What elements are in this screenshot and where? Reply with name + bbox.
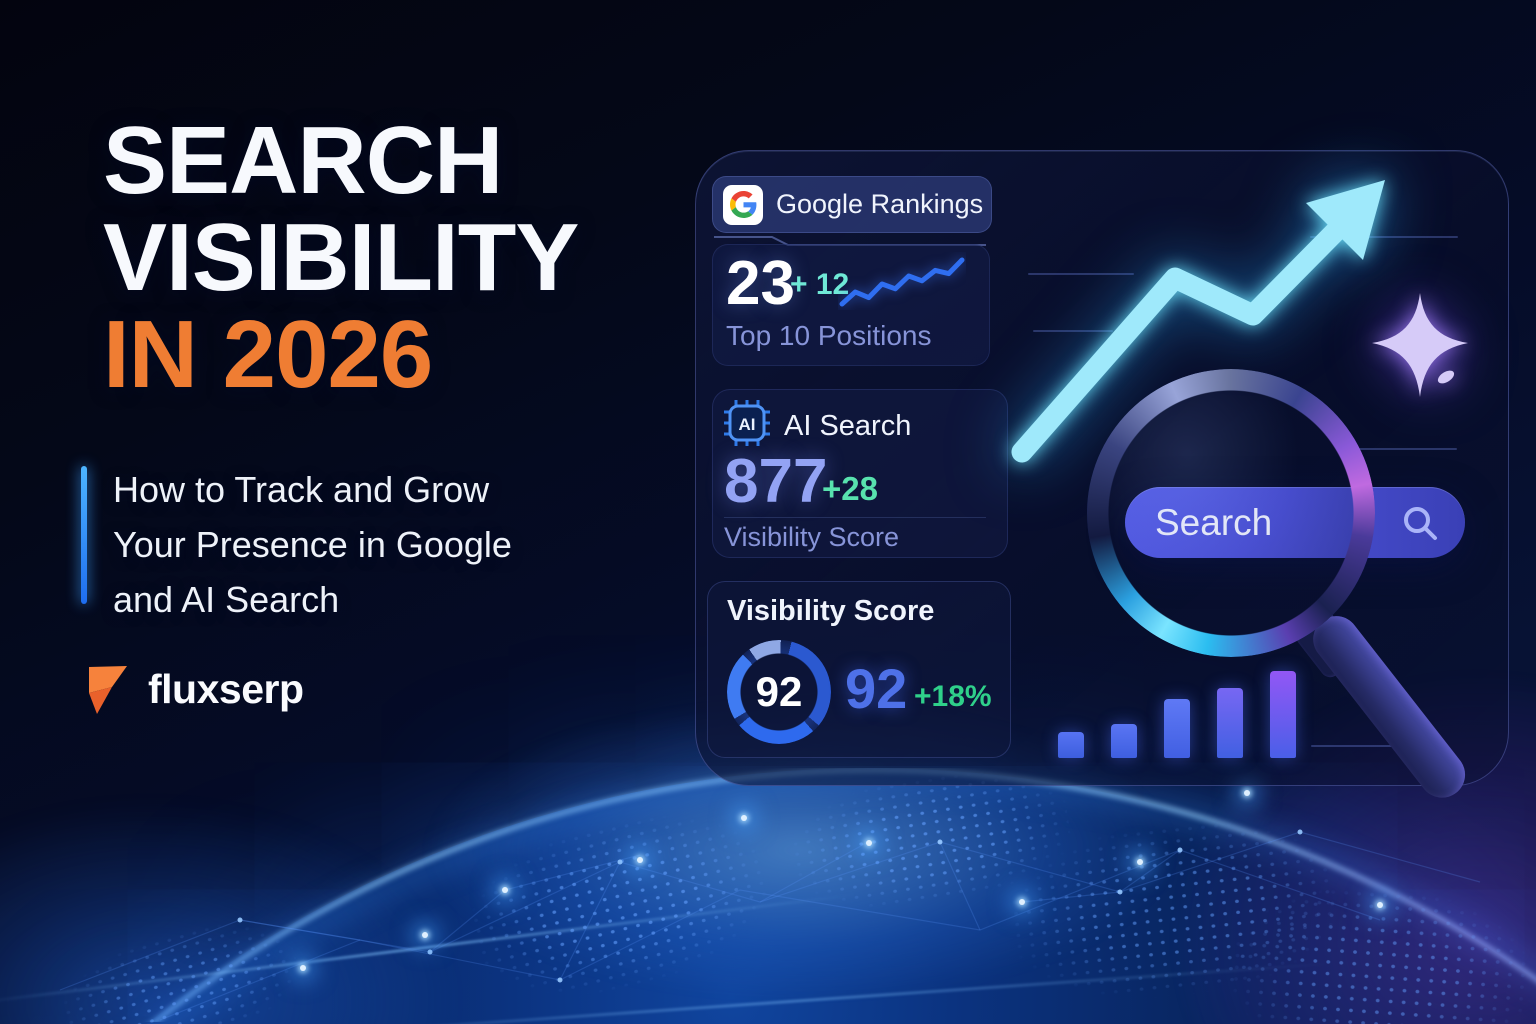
network-lines xyxy=(59,829,1481,1021)
google-card-title: Google Rankings xyxy=(776,189,984,219)
google-rank-value: 23 xyxy=(726,249,795,318)
ai-card-label: Visibility Score xyxy=(724,522,900,552)
gridline xyxy=(1357,448,1457,450)
brand-name: fluxserp xyxy=(148,665,304,712)
glow-node xyxy=(1019,899,1025,905)
trend-arrow xyxy=(1011,180,1385,463)
page-title: SEARCH VISIBILITY IN 2026 xyxy=(103,107,579,408)
title-line-2: VISIBILITY xyxy=(103,204,579,311)
bar-chart-bar xyxy=(1270,671,1296,758)
subtitle-line: How to Track and Grow xyxy=(113,469,490,510)
bar-chart xyxy=(1058,668,1328,758)
gridline xyxy=(1310,236,1458,238)
ai-search-value: 877 xyxy=(724,447,828,516)
svg-text:AI: AI xyxy=(739,415,756,434)
gridline xyxy=(1311,745,1429,747)
title-line-1: SEARCH xyxy=(103,107,503,214)
ai-chip-icon: AI xyxy=(724,400,770,446)
glow-node xyxy=(1377,902,1383,908)
bar-chart-bar xyxy=(1164,699,1190,758)
ai-search-delta: +28 xyxy=(822,470,878,507)
card-divider xyxy=(724,517,986,518)
glow-node xyxy=(1244,790,1250,796)
google-g-icon xyxy=(723,184,763,225)
subtitle-accent-bar xyxy=(81,466,87,604)
google-card-label: Top 10 Positions xyxy=(726,320,932,351)
glow-node xyxy=(741,815,747,821)
subtitle-line: and AI Search xyxy=(113,579,340,620)
visibility-card-title: Visibility Score xyxy=(727,595,935,627)
glow-node xyxy=(502,887,508,893)
glow-node xyxy=(637,857,643,863)
glow-node xyxy=(422,932,428,938)
google-rankings-stats-card xyxy=(712,244,990,366)
sparkline-chart xyxy=(839,257,965,307)
ring-gauge xyxy=(727,640,831,744)
ai-card-title: AI Search xyxy=(784,410,912,442)
title-accent: IN 2026 xyxy=(103,301,433,408)
glow-node xyxy=(866,840,872,846)
visibility-delta: +18% xyxy=(914,680,992,713)
gridline xyxy=(1033,330,1113,332)
gridline xyxy=(1028,273,1134,275)
bar-chart-bar xyxy=(1058,732,1084,758)
visibility-value: 92 xyxy=(845,657,908,720)
bar-chart-bar xyxy=(1111,724,1137,758)
subtitle: How to Track and Grow Your Presence in G… xyxy=(113,462,633,627)
search-icon[interactable] xyxy=(1401,504,1439,542)
sparkle-icon xyxy=(1372,293,1468,397)
google-rankings-card-header: Google Rankings xyxy=(712,176,992,233)
bar-chart-bar xyxy=(1217,688,1243,758)
ring-gauge-value: 92 xyxy=(755,668,803,715)
glow-node xyxy=(300,965,306,971)
magnifier-glass-icon xyxy=(1087,369,1375,657)
brand-logo: fluxserp xyxy=(84,662,304,716)
google-rank-delta: + 12 xyxy=(790,268,850,301)
subtitle-line: Your Presence in Google xyxy=(113,524,512,565)
bolt-icon xyxy=(89,666,127,714)
glow-node xyxy=(1137,859,1143,865)
